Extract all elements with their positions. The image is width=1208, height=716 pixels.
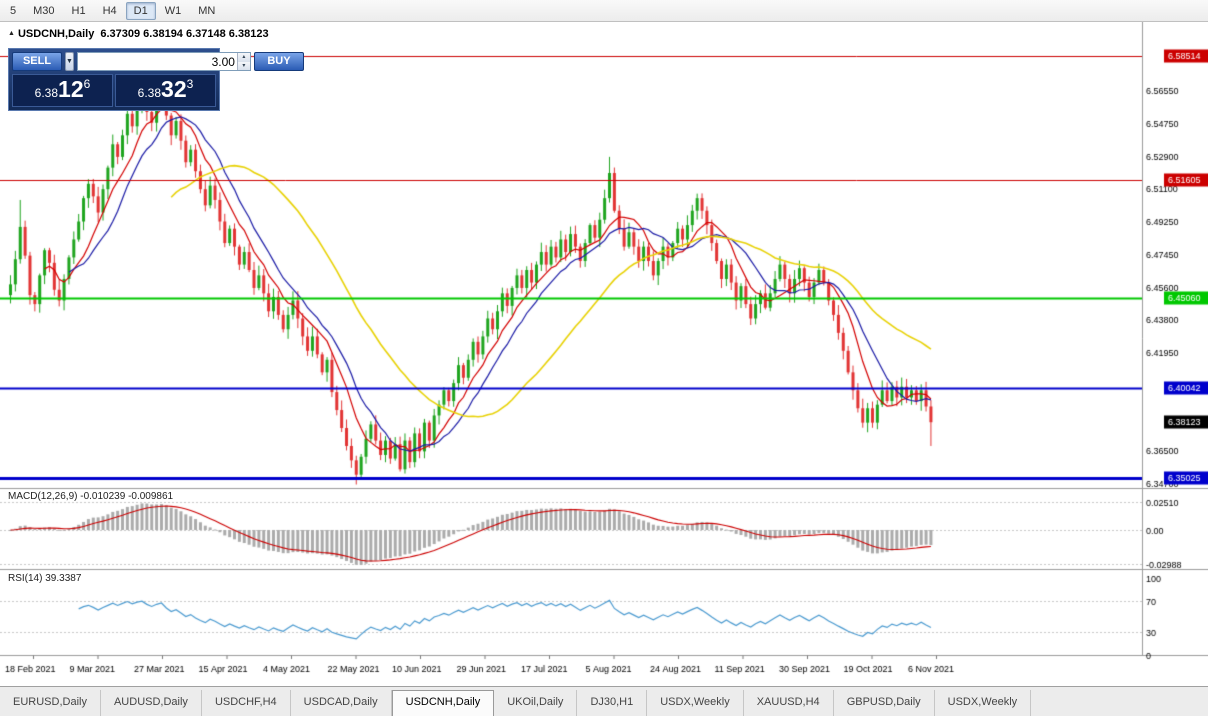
- chart-symbol-label: USDCNH,Daily: [17, 28, 95, 40]
- chart-ohlc-values: 6.37309 6.38194 6.37148 6.38123: [100, 28, 269, 40]
- timeframe-button-h1[interactable]: H1: [71, 4, 86, 17]
- chart-tab-gbpusd-daily-9[interactable]: GBPUSD,Daily: [834, 690, 935, 716]
- timeframe-button-w1[interactable]: W1: [164, 4, 182, 17]
- buy-price-prefix: 6.38: [137, 86, 162, 100]
- chart-tab-usdx-weekly-10[interactable]: USDX,Weekly: [935, 690, 1032, 716]
- timeframe-button-mn[interactable]: MN: [198, 4, 216, 17]
- timeframe-toolbar: 5 M30 H1 H4 D1 W1 MN: [0, 0, 1208, 22]
- chart-canvas[interactable]: [0, 22, 1208, 686]
- buy-price-big: 32: [161, 76, 187, 102]
- sell-price-prefix: 6.38: [34, 86, 59, 100]
- sell-button[interactable]: SELL: [12, 52, 62, 71]
- timeframe-button-m30[interactable]: M30: [33, 4, 55, 17]
- chart-tab-usdx-weekly-7[interactable]: USDX,Weekly: [647, 690, 744, 716]
- chart-tab-dj30-h1-6[interactable]: DJ30,H1: [577, 690, 648, 716]
- chart-tab-usdchf-h4-2[interactable]: USDCHF,H4: [202, 690, 291, 716]
- volume-increase-button[interactable]: ▴: [236, 53, 250, 62]
- buy-price-display[interactable]: 6.38323: [115, 74, 216, 107]
- one-click-trading-panel: SELL ▼ ▴ ▾ BUY 6.38126 6.38323: [8, 48, 304, 111]
- chart-area: ▲ USDCNH,Daily 6.37309 6.38194 6.37148 6.3…: [0, 22, 1208, 686]
- sell-price-big: 12: [58, 76, 84, 102]
- timeframe-button-d1[interactable]: D1: [125, 1, 156, 20]
- sell-price-sup: 6: [83, 77, 91, 91]
- buy-price-sup: 3: [186, 77, 194, 91]
- chart-tab-xauusd-h4-8[interactable]: XAUUSD,H4: [744, 690, 834, 716]
- chart-tab-audusd-daily-1[interactable]: AUDUSD,Daily: [101, 690, 202, 716]
- macd-indicator-label: MACD(12,26,9) -0.010239 -0.009861: [8, 491, 174, 502]
- volume-spinner: ▴ ▾: [236, 53, 250, 70]
- rsi-indicator-label: RSI(14) 39.3387: [8, 573, 82, 584]
- timeframe-button-h4[interactable]: H4: [102, 4, 117, 17]
- chart-tab-usdcnh-daily-4[interactable]: USDCNH,Daily: [391, 690, 495, 716]
- order-type-dropdown-icon[interactable]: ▼: [65, 52, 74, 71]
- volume-decrease-button[interactable]: ▾: [236, 61, 250, 70]
- volume-input[interactable]: [77, 53, 237, 70]
- chart-tab-eurusd-daily-0[interactable]: EURUSD,Daily: [0, 690, 101, 716]
- chart-title: ▲ USDCNH,Daily 6.37309 6.38194 6.37148 6.3…: [8, 28, 269, 40]
- timeframe-button-5[interactable]: 5: [10, 4, 17, 17]
- volume-field: ▴ ▾: [76, 52, 251, 71]
- chart-tab-usdcad-daily-3[interactable]: USDCAD,Daily: [291, 690, 392, 716]
- chart-tab-bar: EURUSD,Daily AUDUSD,Daily USDCHF,H4 USDCAD,…: [0, 686, 1208, 716]
- trade-panel-collapse-icon[interactable]: ▲: [8, 30, 15, 37]
- sell-price-display[interactable]: 6.38126: [12, 74, 113, 107]
- chart-tab-ukoil-daily-5[interactable]: UKOil,Daily: [494, 690, 578, 716]
- buy-button[interactable]: BUY: [253, 52, 304, 71]
